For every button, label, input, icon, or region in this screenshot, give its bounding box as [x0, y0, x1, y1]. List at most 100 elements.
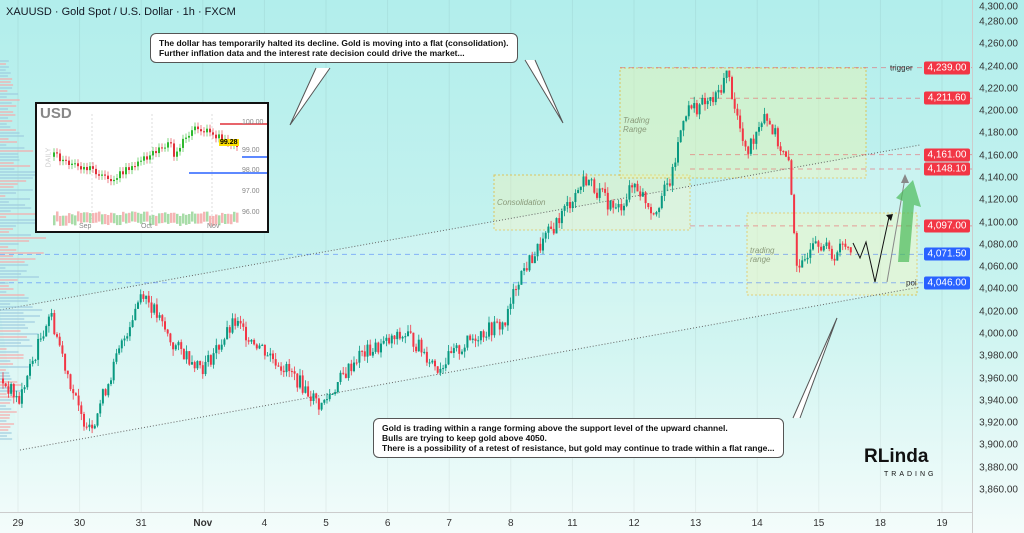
inset-volume-bar	[179, 215, 182, 226]
volume-profile-bar	[0, 408, 12, 410]
candle	[844, 243, 847, 247]
volume-profile-bar	[0, 369, 6, 371]
consolidation-label: Consolidation	[497, 198, 546, 207]
volume-profile-bar	[0, 309, 43, 311]
candle	[755, 131, 758, 144]
volume-profile-bar	[0, 201, 9, 203]
candle	[539, 243, 542, 251]
inset-candle	[56, 152, 58, 154]
volume-profile-bar	[0, 417, 10, 419]
volume-profile-bar	[0, 90, 8, 92]
callout-line: Bulls are trying to keep gold above 4050…	[382, 433, 547, 443]
candle	[763, 114, 766, 124]
candle	[220, 344, 223, 350]
candle	[736, 108, 739, 116]
candle	[725, 70, 728, 78]
inset-candle	[89, 166, 91, 171]
price-tick: 4,080.00	[979, 239, 1018, 251]
inset-ytick: 99.00	[242, 147, 260, 154]
price-chart[interactable]	[0, 0, 972, 512]
volume-profile-bar	[0, 189, 33, 191]
price-axis[interactable]: 4,300.00 4,280.00 4,260.00 4,240.00 4,220.00…	[972, 0, 1024, 533]
candle	[612, 200, 615, 208]
price-tick: 4,060.00	[979, 261, 1018, 273]
volume-profile-bar	[0, 411, 17, 413]
volume-profile-bar	[0, 348, 7, 350]
candle	[655, 212, 658, 215]
price-tick: 3,920.00	[979, 417, 1018, 429]
candle	[496, 321, 499, 323]
inset-volume-bar	[119, 215, 122, 226]
candle	[10, 384, 13, 394]
candle	[166, 329, 169, 334]
time-tick: 8	[508, 518, 514, 529]
candle	[120, 340, 123, 349]
inset-candle	[212, 132, 214, 135]
candle	[172, 342, 175, 350]
candle	[323, 399, 326, 403]
candle	[412, 332, 415, 347]
candle	[609, 200, 612, 210]
candle	[623, 205, 625, 211]
volume-profile-bar	[0, 93, 19, 95]
candle	[290, 371, 293, 373]
candle	[80, 405, 83, 414]
inset-volume-bar	[122, 211, 125, 222]
inset-candle	[86, 166, 88, 171]
candle	[336, 381, 339, 393]
inset-candle	[143, 156, 145, 161]
inset-volume-bar	[101, 214, 104, 225]
candle	[644, 192, 647, 204]
inset-title: USD	[40, 105, 72, 122]
candle	[847, 246, 850, 248]
inset-volume-bar	[77, 211, 80, 222]
volume-profile-bar	[0, 156, 19, 158]
candle	[382, 340, 385, 344]
volume-profile-bar	[0, 279, 18, 281]
candle	[509, 303, 512, 310]
candle	[361, 350, 364, 352]
candle	[350, 363, 353, 372]
time-tick: 4	[261, 518, 268, 529]
inset-volume-bar	[200, 213, 203, 224]
volume-profile-bar	[0, 129, 16, 131]
candle	[20, 389, 23, 404]
candle	[849, 247, 852, 253]
candle	[444, 364, 447, 369]
candle	[309, 396, 312, 402]
price-tick: 3,980.00	[979, 350, 1018, 362]
inset-volume-bar	[185, 214, 188, 225]
candle	[139, 294, 142, 303]
candle	[93, 425, 96, 429]
volume-profile-bar	[0, 126, 11, 128]
candle	[552, 228, 555, 234]
candle	[758, 127, 760, 132]
candle	[652, 213, 655, 215]
candle	[280, 366, 283, 371]
callout-line: The dollar has temporarily halted its de…	[159, 38, 509, 48]
candle	[836, 252, 839, 261]
callout-line: There is a possibility of a retest of re…	[382, 443, 775, 453]
inset-volume-bar	[191, 211, 194, 222]
candle	[339, 372, 342, 382]
inset-volume-bar	[65, 215, 68, 226]
inset-candle	[113, 179, 115, 182]
candle	[255, 344, 258, 349]
candle	[633, 183, 636, 188]
candle	[639, 191, 642, 197]
volume-profile-bar	[0, 339, 30, 341]
candle	[809, 249, 812, 258]
time-axis-border	[0, 512, 972, 513]
inset-candle	[128, 167, 130, 171]
candle	[385, 337, 388, 341]
inset-volume-bar	[74, 215, 77, 226]
candle	[50, 312, 53, 317]
candle	[641, 192, 644, 197]
inset-candle	[188, 135, 190, 138]
candle	[768, 120, 771, 125]
volume-profile-bar	[0, 315, 40, 317]
volume-profile-bar	[0, 267, 6, 269]
inset-volume-bar	[116, 215, 119, 226]
candle	[674, 162, 677, 167]
candle	[436, 366, 439, 373]
